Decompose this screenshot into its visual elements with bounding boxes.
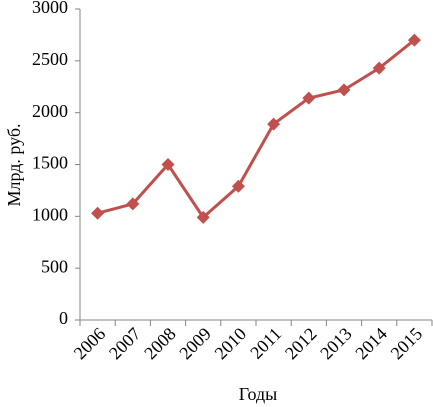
x-tick-label: 2007 bbox=[105, 324, 145, 364]
x-tick-label: 2012 bbox=[281, 324, 321, 364]
y-tick-label: 1000 bbox=[32, 204, 68, 224]
marker bbox=[161, 158, 175, 171]
y-tick-label: 500 bbox=[41, 256, 68, 276]
x-tick-label: 2014 bbox=[351, 324, 391, 364]
marker bbox=[302, 91, 316, 105]
x-tick-label: 2011 bbox=[246, 324, 285, 363]
line bbox=[97, 38, 416, 220]
marker bbox=[337, 83, 351, 97]
marker bbox=[267, 117, 281, 131]
marker bbox=[407, 33, 421, 47]
marker bbox=[231, 179, 245, 193]
x-tick-label: 2006 bbox=[70, 324, 110, 364]
y-tick-label: 2500 bbox=[32, 49, 68, 69]
y-tick-label: 0 bbox=[59, 308, 68, 328]
y-axis-title: Млрд. руб. bbox=[4, 123, 24, 206]
y-tick-label: 1500 bbox=[32, 153, 68, 173]
marker bbox=[126, 197, 140, 211]
x-axis-title: Годы bbox=[239, 384, 278, 404]
y-tick-label: 3000 bbox=[32, 0, 68, 17]
y-tick-label: 2000 bbox=[32, 101, 68, 121]
x-tick-label: 2013 bbox=[316, 324, 356, 364]
x-tick-label: 2009 bbox=[175, 324, 215, 364]
x-tick-label: 2015 bbox=[387, 324, 427, 364]
marker bbox=[372, 61, 386, 75]
x-tick-label: 2008 bbox=[140, 324, 180, 364]
marker bbox=[91, 206, 105, 220]
x-tick-label: 2010 bbox=[211, 324, 251, 364]
marker bbox=[196, 210, 210, 224]
